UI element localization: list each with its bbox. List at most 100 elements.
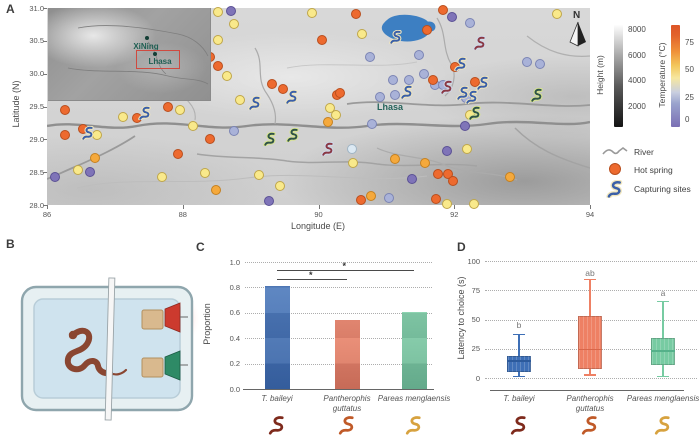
species-snake-icon xyxy=(267,415,287,440)
box-plot-gridline xyxy=(485,290,697,292)
river-branch xyxy=(346,101,590,107)
capturing-site-marker xyxy=(389,29,403,45)
whisker-line xyxy=(662,300,664,376)
box-plot-ytick: 0 xyxy=(475,373,480,383)
snake-icon xyxy=(285,128,299,144)
bar-chart-gridline xyxy=(245,287,432,289)
latitude-axis-label: Latitude (N) xyxy=(11,80,21,128)
capturing-site-marker xyxy=(285,128,300,144)
hot-spring-point xyxy=(90,153,101,164)
hot-spring-point xyxy=(388,74,399,85)
temp-colorbar-tick: 25 xyxy=(685,92,694,102)
hot-spring-point xyxy=(355,194,366,205)
whisker-line xyxy=(518,333,520,376)
bar-chart-ytick: 0.8 xyxy=(229,282,240,292)
significance-line xyxy=(277,269,414,271)
lon-tick-mark xyxy=(318,205,320,209)
hot-spring-point xyxy=(50,172,61,183)
box-plot-ytick: 50 xyxy=(471,315,480,324)
snake-icon xyxy=(530,87,543,103)
lat-tick-mark xyxy=(43,8,47,9)
capturing-site-marker xyxy=(465,89,479,105)
lon-tick-mark xyxy=(590,205,591,209)
capturing-site-marker xyxy=(285,89,299,105)
lat-tick-label: 30.5 xyxy=(29,36,44,46)
whisker-cap xyxy=(657,300,669,303)
tank-divider xyxy=(104,277,116,421)
hot-spring-point xyxy=(234,94,245,105)
snake-icon xyxy=(405,416,421,435)
panel-d-label: D xyxy=(457,240,466,254)
box-plot-gridline xyxy=(485,378,697,379)
hot-spring-point xyxy=(187,120,198,131)
hot-spring-point xyxy=(253,170,264,181)
capturing-site-marker xyxy=(440,80,454,96)
box-plot-ytick: 100 xyxy=(467,256,480,266)
hot-spring-point xyxy=(348,157,359,168)
hot-spring-point xyxy=(464,18,475,29)
lat-tick-mark xyxy=(43,106,47,108)
whisker-cap xyxy=(657,375,669,378)
height-colorbar-tick: 8000 xyxy=(628,25,646,35)
inset-lhasa-dot xyxy=(153,52,157,56)
hot-spring-legend-icon xyxy=(609,163,621,175)
hot-spring-point xyxy=(229,125,240,136)
snake-icon xyxy=(268,416,284,435)
shelter-bottom xyxy=(141,357,164,378)
hot-spring-legend-label: Hot spring xyxy=(634,165,673,175)
box-plot-species-label: Pareas menglaensis xyxy=(626,394,700,403)
hot-spring-point xyxy=(172,148,183,159)
hot-spring-point xyxy=(323,117,333,128)
capturing-site-marker xyxy=(137,105,152,121)
hot-spring-point xyxy=(430,194,441,205)
significance-star: * xyxy=(342,260,347,271)
capturing-site-marker xyxy=(456,85,470,101)
species-snake-icon xyxy=(580,415,600,440)
box-plot-species-label: T. baileyi xyxy=(503,394,535,403)
box-plot-species-label: Pantherophis guttatus xyxy=(566,394,614,413)
median-line xyxy=(651,349,675,352)
significance-star: * xyxy=(309,269,313,280)
map-points-layer xyxy=(47,4,590,210)
median-line xyxy=(507,360,531,363)
north-arrow-icon xyxy=(569,21,586,47)
river-legend-icon xyxy=(602,147,628,155)
species-snake-icon xyxy=(337,415,357,440)
hot-spring-point xyxy=(367,118,378,129)
hot-spring-point xyxy=(263,196,274,207)
capturing-site-marker xyxy=(467,105,482,121)
temp-colorbar-tick: 75 xyxy=(685,37,694,47)
hot-spring-point xyxy=(213,34,224,45)
significance-letter: ab xyxy=(585,267,595,278)
hot-spring-point xyxy=(274,180,285,191)
hot-spring-point xyxy=(446,12,457,23)
hot-spring-point xyxy=(413,50,424,61)
hot-spring-point xyxy=(267,78,278,89)
hot-spring-point xyxy=(211,184,221,195)
snake-icon xyxy=(338,416,354,435)
hot-spring-point xyxy=(462,144,473,155)
bar-chart-xaxis-line xyxy=(243,389,434,390)
hot-spring-point xyxy=(407,174,418,185)
inset-study-area-box xyxy=(136,50,180,69)
bar-chart-ytick: 0.2 xyxy=(229,359,240,369)
hot-spring-point xyxy=(73,164,84,175)
snake-icon xyxy=(80,126,94,142)
snake-icon xyxy=(454,57,467,73)
hot-spring-point xyxy=(175,105,186,116)
species-snake-icon xyxy=(509,415,529,440)
height-colorbar-label: Height (m) xyxy=(595,55,605,95)
hot-spring-point xyxy=(84,166,95,177)
capturing-site-marker xyxy=(321,141,335,157)
lat-tick-label: 28.5 xyxy=(29,167,44,177)
bar-chart-plot: * * xyxy=(245,260,432,389)
hot-spring-point xyxy=(365,52,376,63)
proportion-bar xyxy=(401,311,427,389)
hot-spring-point xyxy=(374,91,385,102)
snake-icon xyxy=(137,105,151,121)
hot-spring-point xyxy=(228,19,239,30)
capturing-site-marker xyxy=(476,75,490,91)
median-line xyxy=(578,348,602,351)
snake-icon xyxy=(262,131,276,147)
hot-spring-point xyxy=(350,8,361,19)
